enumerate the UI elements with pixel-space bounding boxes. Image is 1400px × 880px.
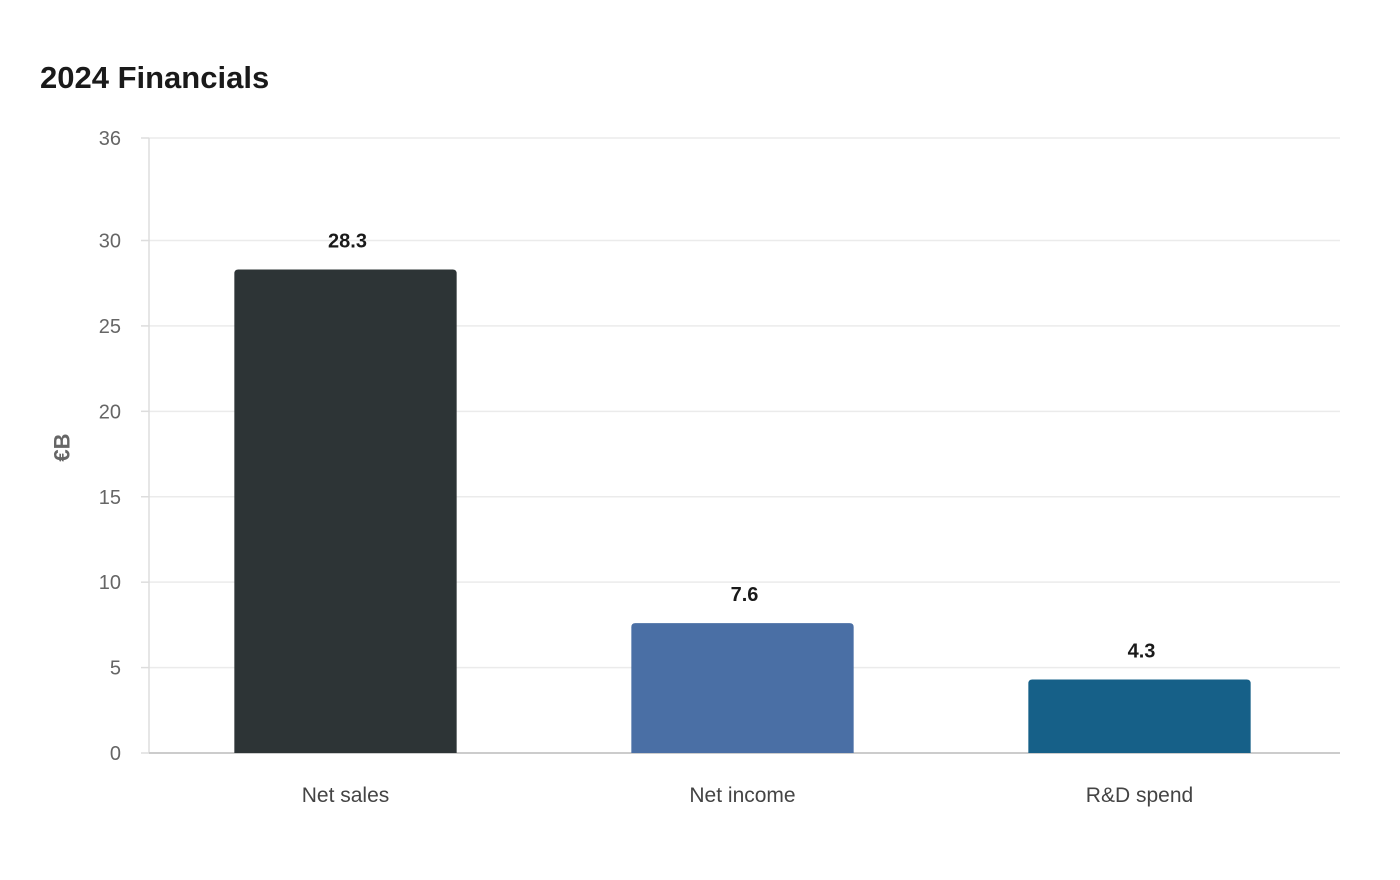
y-tick-label: 20 [99, 401, 121, 423]
category-label: Net sales [302, 784, 390, 807]
bars [234, 269, 1251, 753]
y-tick-label: 36 [99, 128, 121, 150]
y-tick-label: 10 [99, 572, 121, 594]
y-tick-label: 5 [110, 658, 121, 680]
bar-net-income [631, 623, 854, 753]
bar-net-sales [234, 269, 457, 753]
y-tick-label: 15 [99, 487, 121, 509]
chart-title: 2024 Financials [40, 60, 270, 95]
y-tick-label: 0 [110, 743, 121, 765]
y-tick-label: 30 [99, 231, 121, 253]
y-axis-label: €B [50, 433, 75, 461]
category-label: Net income [689, 784, 795, 807]
value-label: 28.3 [328, 231, 367, 253]
value-labels: 28.3 7.6 4.3 [328, 231, 1155, 663]
y-tick-labels: 0 5 10 15 20 25 30 36 [99, 128, 121, 765]
category-label: R&D spend [1086, 784, 1193, 807]
y-tick-label: 25 [99, 316, 121, 338]
category-labels: Net sales Net income R&D spend [302, 784, 1193, 807]
value-label: 4.3 [1128, 641, 1156, 663]
value-label: 7.6 [731, 584, 759, 606]
bar-r-d-spend [1028, 679, 1251, 753]
